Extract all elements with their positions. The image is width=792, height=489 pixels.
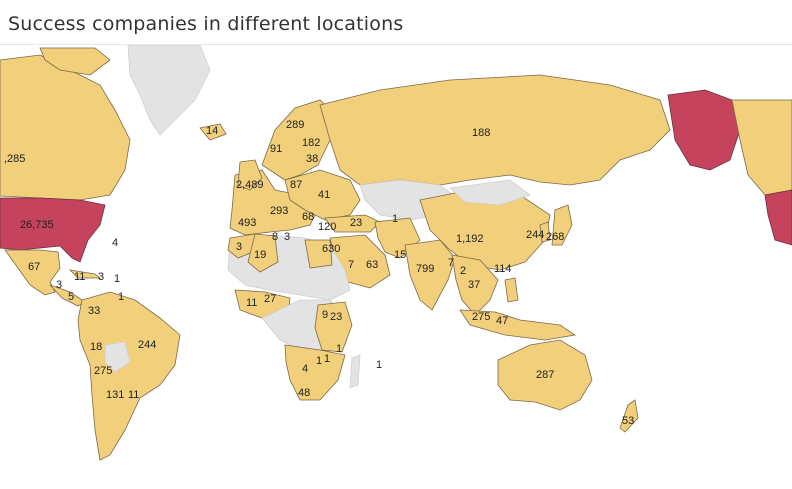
label-uae: 63 <box>366 259 378 271</box>
label-russia: 188 <box>472 127 490 139</box>
label-iran: 1 <box>392 213 398 225</box>
label-caribbean-3: 1 <box>118 291 124 303</box>
region-turkey[interactable] <box>324 214 381 233</box>
world-map[interactable]: ,285 26,735 4 67 11 3 1 1 3 5 33 244 18 … <box>0 45 792 489</box>
region-korea[interactable] <box>539 221 551 243</box>
label-argentina: 131 <box>106 389 124 401</box>
region-cuba[interactable] <box>68 269 102 279</box>
label-namibia: 4 <box>302 363 308 375</box>
label-morocco-1: 8 <box>272 231 278 243</box>
label-indonesia: 47 <box>496 315 508 327</box>
label-myanmar: 7 <box>448 257 454 269</box>
label-vietnam: 37 <box>468 279 480 291</box>
label-mauritius: 1 <box>376 359 382 371</box>
label-saudi: 7 <box>348 259 354 271</box>
label-peru: 18 <box>90 341 102 353</box>
label-norway: 91 <box>270 143 282 155</box>
region-australia[interactable] <box>497 339 593 411</box>
label-egypt: 630 <box>322 243 340 255</box>
label-brazil: 244 <box>138 339 156 351</box>
region-egypt[interactable] <box>304 239 333 269</box>
label-algeria: 19 <box>254 249 266 261</box>
label-turkey: 23 <box>350 217 362 229</box>
label-usa: 26,735 <box>20 219 54 231</box>
region-algeria[interactable] <box>247 233 279 273</box>
chart-title: Success companies in different locations <box>8 13 404 35</box>
region-usa-wrap[interactable] <box>764 189 792 246</box>
label-central-am-2: 5 <box>68 291 74 303</box>
label-finland: 289 <box>286 119 304 131</box>
label-canada: ,285 <box>4 153 25 165</box>
label-malaysia: 275 <box>472 311 490 323</box>
region-alaska[interactable] <box>667 89 741 171</box>
region-madagascar[interactable] <box>349 354 361 389</box>
label-italy: 68 <box>302 211 314 223</box>
label-germany: 293 <box>270 205 288 217</box>
label-chile-arg: 275 <box>94 365 112 377</box>
label-new-zealand: 53 <box>622 415 634 427</box>
label-ghana: 11 <box>246 297 257 309</box>
label-iceland: 14 <box>206 125 218 137</box>
region-indonesia[interactable] <box>459 309 577 341</box>
label-australia: 287 <box>536 369 554 381</box>
region-canada[interactable] <box>0 54 131 201</box>
label-colombia: 33 <box>88 305 100 317</box>
label-kenya: 23 <box>330 311 342 323</box>
label-caribbean-2: 1 <box>114 273 120 285</box>
region-canada-wrap[interactable] <box>731 99 792 196</box>
label-caribbean-1: 3 <box>98 271 104 283</box>
region-east-africa[interactable] <box>314 301 353 353</box>
label-morocco-2: 3 <box>284 231 290 243</box>
label-nigeria: 27 <box>264 293 276 305</box>
region-india[interactable] <box>404 239 456 311</box>
label-china: 1,192 <box>456 233 484 245</box>
region-greenland[interactable] <box>127 45 211 136</box>
label-hongkong: 114 <box>494 263 512 275</box>
region-mongolia[interactable] <box>449 179 531 206</box>
label-atlantic-1: 4 <box>112 237 118 249</box>
map-labels: ,285 26,735 4 67 11 3 1 1 3 5 33 244 18 … <box>4 119 634 427</box>
label-tanzania: 1 <box>336 343 342 355</box>
label-central-am-1: 3 <box>56 279 62 291</box>
region-arctic-islands[interactable] <box>39 47 111 76</box>
region-southern-africa[interactable] <box>284 344 346 401</box>
region-iceland[interactable] <box>199 123 227 141</box>
label-greece: 120 <box>318 221 336 233</box>
label-uruguay: 11 <box>128 389 139 401</box>
label-mexico: 67 <box>28 261 40 273</box>
region-uk[interactable] <box>237 159 263 191</box>
label-korea: 244 <box>526 229 544 241</box>
label-uk: 2,489 <box>236 179 264 191</box>
label-poland: 87 <box>290 179 302 191</box>
region-europe-east[interactable] <box>284 169 361 221</box>
label-ukraine: 41 <box>318 189 330 201</box>
title-divider <box>0 44 792 45</box>
label-zambia: 1 <box>316 355 322 367</box>
region-bolivia[interactable] <box>104 341 131 373</box>
label-zimbabwe: 1 <box>324 353 330 365</box>
label-thailand: 2 <box>460 265 466 277</box>
label-india: 799 <box>416 263 434 275</box>
region-russia[interactable] <box>319 74 671 186</box>
region-japan[interactable] <box>551 204 573 246</box>
label-spain: 493 <box>238 217 256 229</box>
label-uganda: 9 <box>322 309 328 321</box>
label-estonia: 38 <box>306 153 318 165</box>
label-japan: 268 <box>546 231 564 243</box>
region-new-zealand[interactable] <box>619 399 639 433</box>
region-southeast-asia[interactable] <box>451 254 499 316</box>
label-pakistan: 15 <box>394 249 406 261</box>
label-south-africa: 48 <box>298 387 310 399</box>
label-sweden: 182 <box>302 137 320 149</box>
label-algeria-w: 3 <box>236 241 242 253</box>
map-canvas: ,285 26,735 4 67 11 3 1 1 3 5 33 244 18 … <box>0 45 792 461</box>
label-cuba: 11 <box>74 271 85 283</box>
region-south-america-north[interactable] <box>77 291 181 461</box>
region-philippines[interactable] <box>504 277 519 303</box>
